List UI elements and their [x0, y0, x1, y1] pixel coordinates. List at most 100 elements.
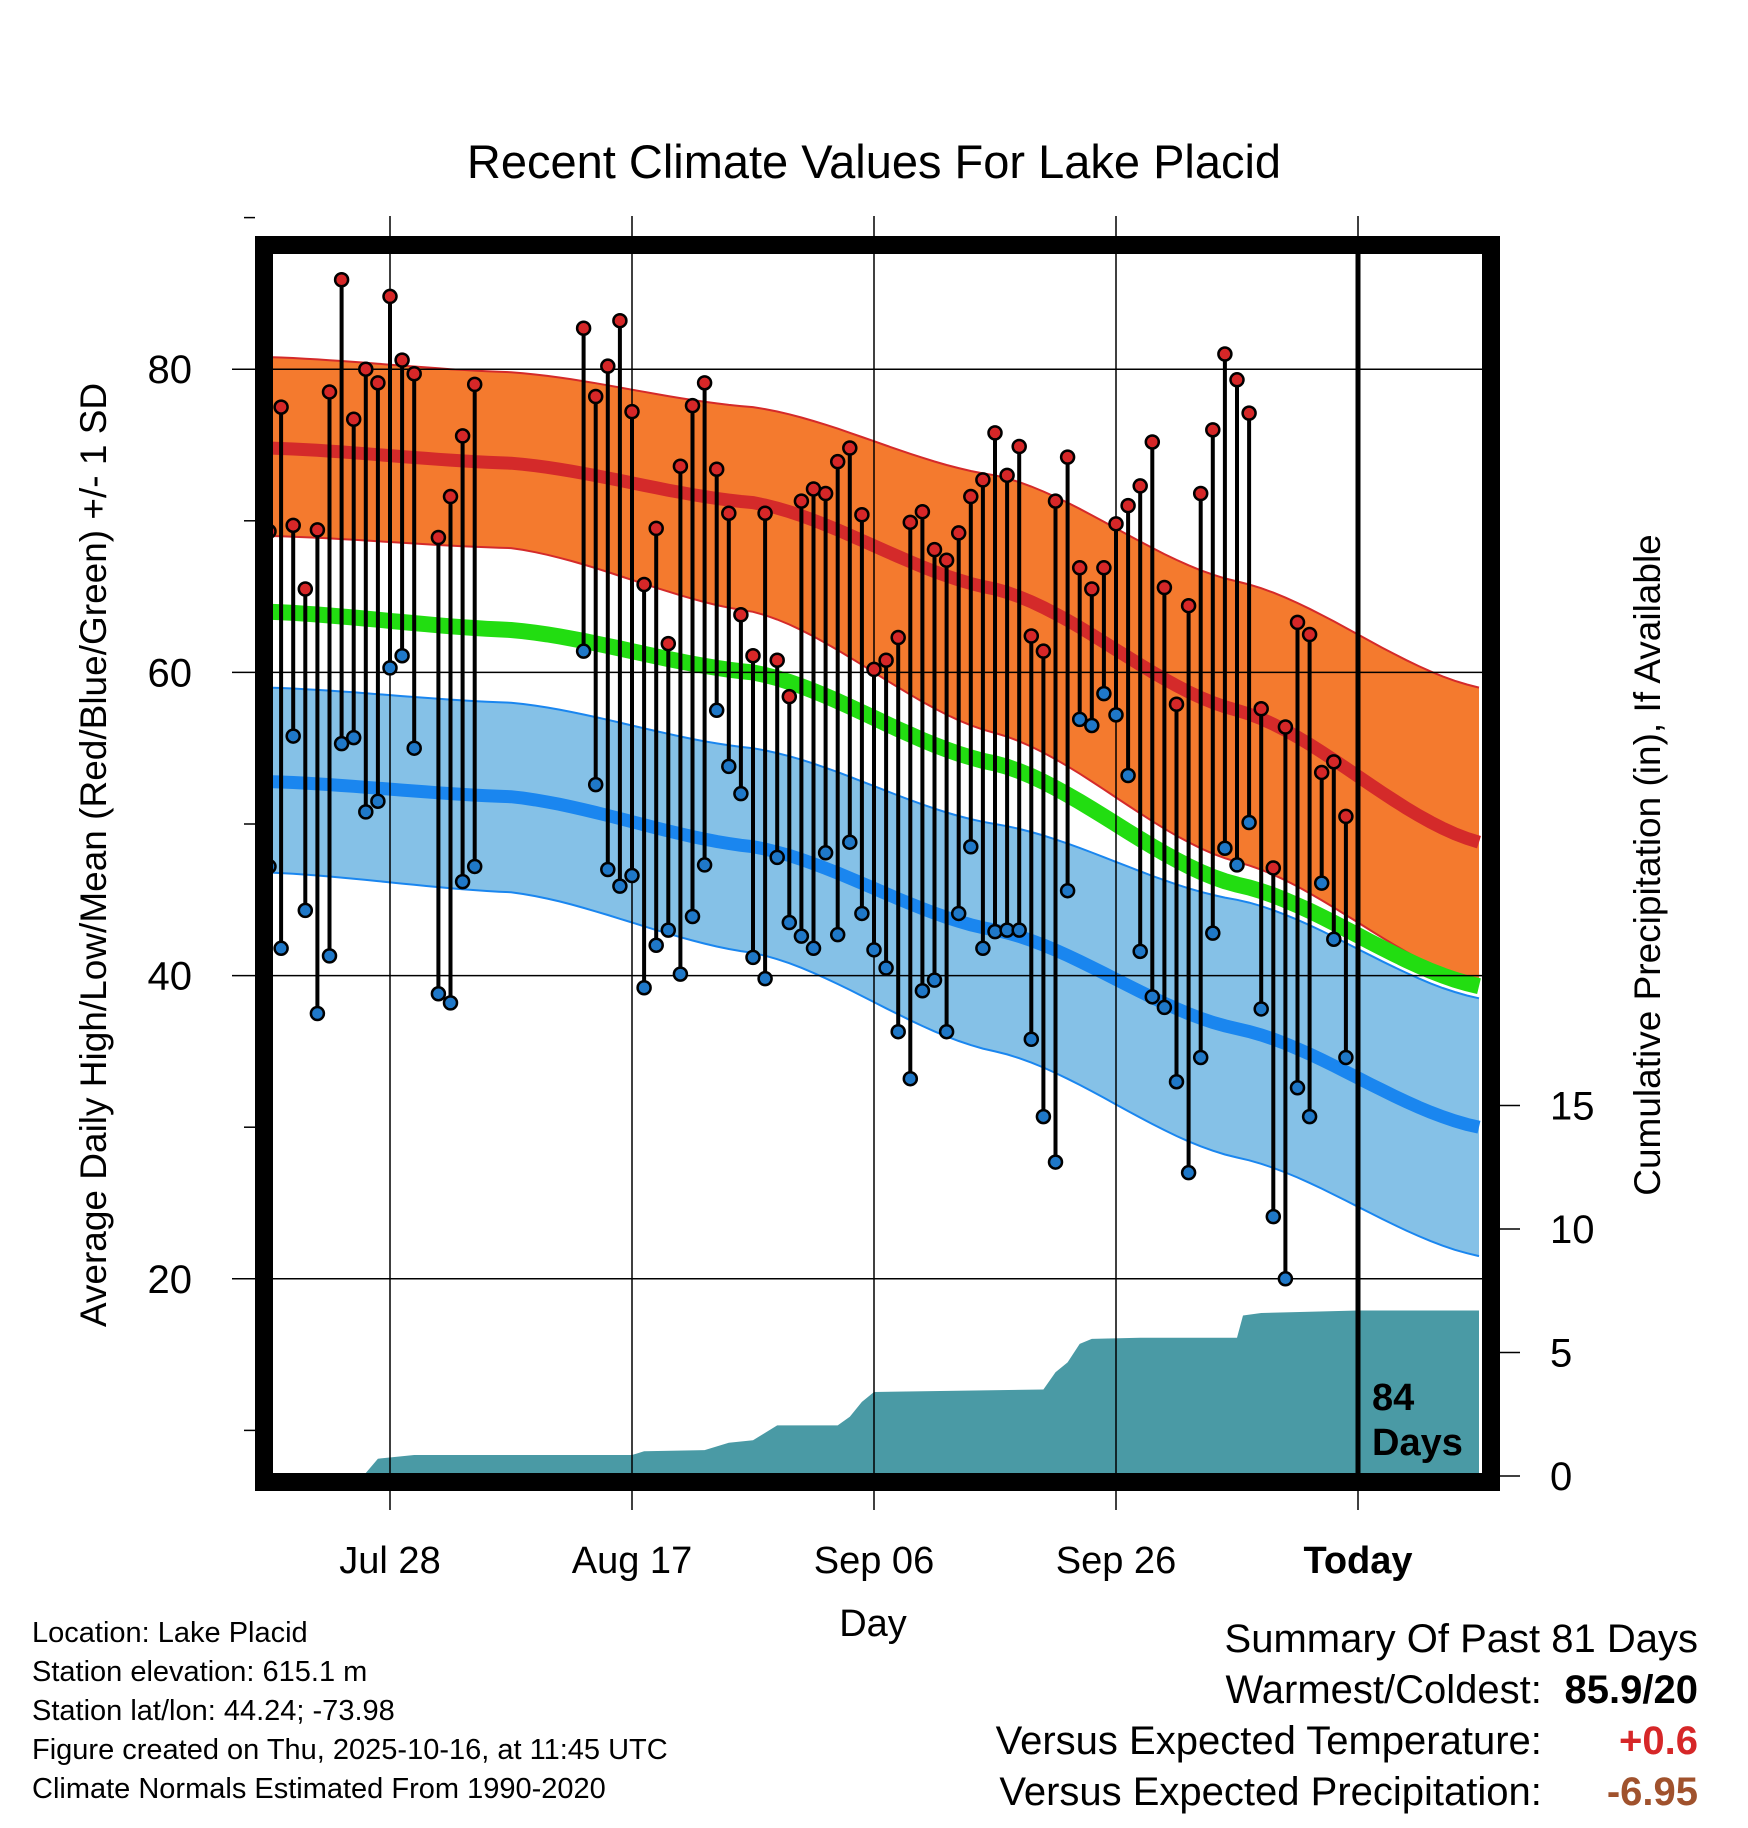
obs-high-point — [1023, 628, 1040, 644]
obs-high-point — [1096, 560, 1112, 576]
temp-value: +0.6 — [1619, 1719, 1698, 1763]
obs-high-point — [1168, 696, 1185, 712]
obs-low-point — [745, 949, 761, 966]
obs-high-point — [987, 425, 1003, 441]
obs-high-point — [672, 458, 689, 474]
obs-high-point — [1253, 701, 1269, 717]
obs-high-point — [890, 629, 906, 646]
obs-high-point — [1241, 405, 1257, 421]
obs-high-point — [950, 525, 967, 541]
today-label-days: 84 — [1372, 1377, 1414, 1419]
obs-low-point — [1108, 707, 1124, 723]
obs-high-point — [285, 517, 301, 534]
obs-high-point — [1313, 764, 1330, 781]
obs-low-point — [902, 1070, 919, 1087]
obs-low-point — [1180, 1164, 1197, 1181]
obs-low-point — [914, 983, 931, 999]
obs-low-point — [672, 966, 689, 982]
obs-low-point — [890, 1023, 906, 1040]
obs-high-point — [914, 503, 931, 520]
obs-low-point — [817, 845, 834, 861]
obs-low-point — [769, 849, 785, 866]
obs-high-point — [1035, 643, 1052, 659]
obs-low-point — [975, 940, 991, 957]
warmest-label: Warmest/Coldest: — [1225, 1668, 1542, 1712]
obs-low-point — [454, 873, 471, 890]
obs-low-point — [587, 776, 604, 793]
obs-high-point — [854, 506, 870, 523]
obs-low-point — [612, 878, 628, 894]
obs-high-point — [721, 505, 737, 521]
obs-low-point — [636, 979, 652, 996]
obs-low-point — [1144, 989, 1161, 1005]
obs-high-point — [1156, 579, 1173, 596]
obs-high-point — [309, 522, 326, 538]
obs-low-point — [1168, 1073, 1185, 1090]
obs-low-point — [442, 995, 459, 1011]
obs-low-point — [1047, 1154, 1064, 1170]
y2-tick-label: 5 — [1550, 1332, 1572, 1376]
summary-panel: Summary Of Past 81 Days Warmest/Coldest:… — [996, 1614, 1698, 1818]
y2-tick-label: 15 — [1550, 1085, 1595, 1129]
obs-high-point — [575, 320, 592, 337]
y-tick-label: 40 — [148, 955, 193, 999]
obs-low-point — [1132, 943, 1148, 960]
obs-high-point — [1071, 560, 1088, 576]
obs-high-point — [975, 472, 991, 488]
obs-high-point — [648, 520, 664, 537]
summary-warmest-row: Warmest/Coldest: 85.9/20 — [996, 1665, 1699, 1716]
obs-high-point — [902, 514, 919, 531]
obs-high-point — [829, 453, 846, 470]
precip-label: Versus Expected Precipitation: — [999, 1770, 1542, 1814]
obs-low-point — [1229, 857, 1245, 873]
obs-low-point — [297, 902, 314, 919]
obs-high-point — [612, 312, 628, 329]
obs-low-point — [1217, 840, 1233, 857]
obs-high-point — [1217, 346, 1233, 362]
station-info: Location: Lake Placid Station elevation:… — [32, 1614, 668, 1809]
obs-high-point — [1192, 485, 1209, 502]
obs-high-point — [963, 488, 979, 505]
obs-high-point — [297, 581, 314, 597]
obs-low-point — [1120, 767, 1136, 784]
obs-low-point — [1338, 1049, 1354, 1066]
obs-low-point — [333, 735, 350, 752]
obs-high-point — [781, 688, 798, 705]
obs-low-point — [829, 926, 846, 943]
obs-high-point — [1180, 597, 1197, 614]
obs-high-point — [1326, 754, 1342, 770]
obs-high-point — [1338, 808, 1354, 825]
obs-low-point — [1301, 1108, 1318, 1125]
obs-low-point — [660, 922, 677, 938]
obs-high-point — [842, 440, 858, 456]
obs-low-point — [1035, 1108, 1052, 1125]
obs-low-point — [1313, 875, 1330, 891]
obs-high-point — [1205, 422, 1221, 438]
x-tick-label: Sep 26 — [1056, 1540, 1176, 1582]
obs-low-point — [696, 857, 713, 873]
obs-low-point — [273, 940, 289, 957]
obs-high-point — [878, 652, 894, 669]
obs-high-point — [321, 384, 338, 400]
plot-area — [264, 245, 1491, 1482]
obs-low-point — [926, 972, 943, 988]
obs-high-point — [696, 375, 713, 391]
obs-high-point — [708, 461, 725, 478]
obs-low-point — [648, 937, 664, 954]
obs-high-point — [1132, 478, 1148, 494]
obs-low-point — [805, 940, 822, 957]
obs-high-point — [273, 399, 289, 415]
obs-low-point — [370, 793, 386, 810]
obs-low-point — [600, 861, 616, 878]
temp-label: Versus Expected Temperature: — [995, 1719, 1542, 1763]
obs-low-point — [624, 867, 640, 884]
warmest-value: 85.9/20 — [1564, 1668, 1698, 1712]
obs-high-point — [866, 661, 882, 678]
elevation-text: Station elevation: 615.1 m — [32, 1656, 368, 1688]
obs-low-point — [708, 702, 725, 719]
x-tick-label: Jul 28 — [339, 1540, 440, 1582]
obs-high-point — [757, 505, 773, 521]
x-tick-label: Aug 17 — [572, 1540, 692, 1582]
obs-high-point — [1277, 719, 1294, 735]
obs-high-point — [1289, 614, 1306, 631]
